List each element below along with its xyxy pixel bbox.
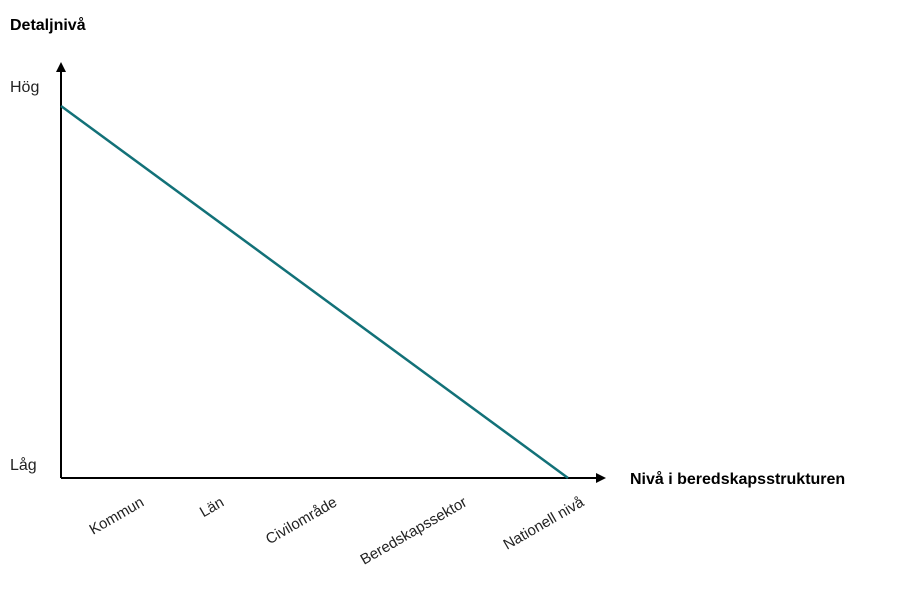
x-tick-nationell-niva: Nationell nivå: [501, 493, 588, 553]
x-tick-lan: Län: [197, 494, 227, 521]
x-tick-kommun: Kommun: [87, 494, 147, 539]
y-axis-title: Detaljnivå: [10, 16, 86, 34]
x-tick-beredskapssektor: Beredskapssektor: [358, 494, 470, 569]
x-axis-title: Nivå i beredskapsstrukturen: [630, 470, 845, 488]
x-tick-civilomrade: Civilområde: [263, 494, 340, 548]
series-line: [60, 104, 569, 480]
y-tick-low: Låg: [10, 456, 37, 474]
y-tick-high: Hög: [10, 79, 39, 96]
